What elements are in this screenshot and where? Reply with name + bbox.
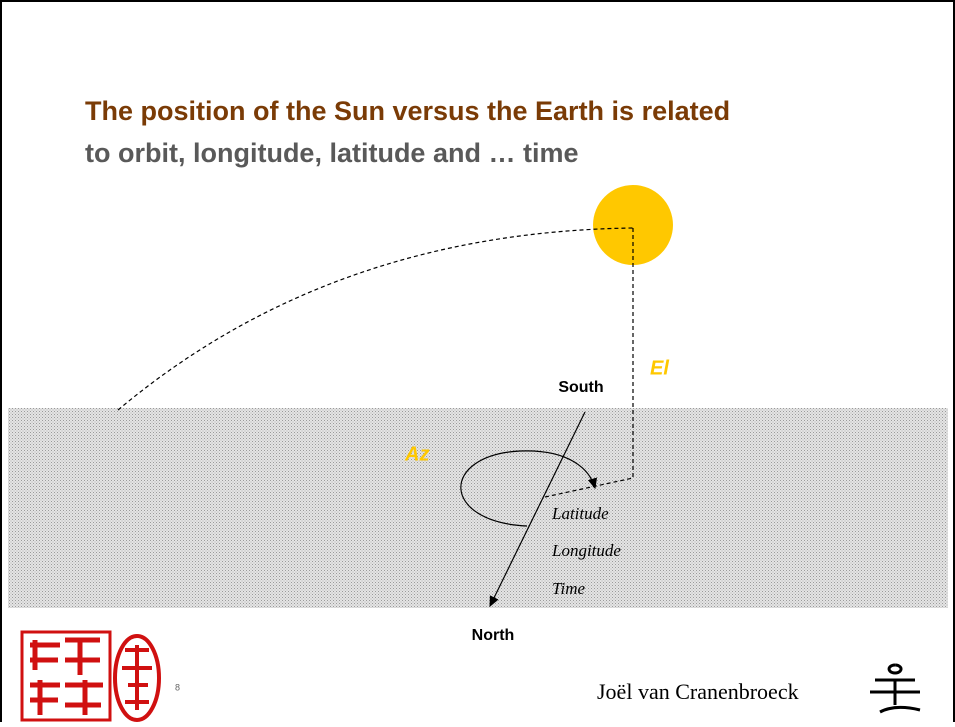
north-label: North (472, 627, 515, 644)
seal-logo (22, 632, 159, 720)
parameter-label: Longitude (551, 541, 621, 560)
parameter-label: Latitude (551, 504, 609, 523)
page-number: 8 (175, 682, 180, 692)
south-label: South (558, 379, 603, 396)
azimuth-label: Az (404, 443, 429, 465)
parameter-label: Time (552, 579, 586, 598)
ground-band (8, 408, 948, 608)
title-line1: The position of the Sun versus the Earth… (85, 96, 730, 126)
author: Joël van Cranenbroeck (597, 679, 799, 704)
slide: The position of the Sun versus the Earth… (0, 0, 955, 722)
elevation-label: El (650, 357, 669, 379)
title-line2: to orbit, longitude, latitude and … time (85, 138, 578, 168)
